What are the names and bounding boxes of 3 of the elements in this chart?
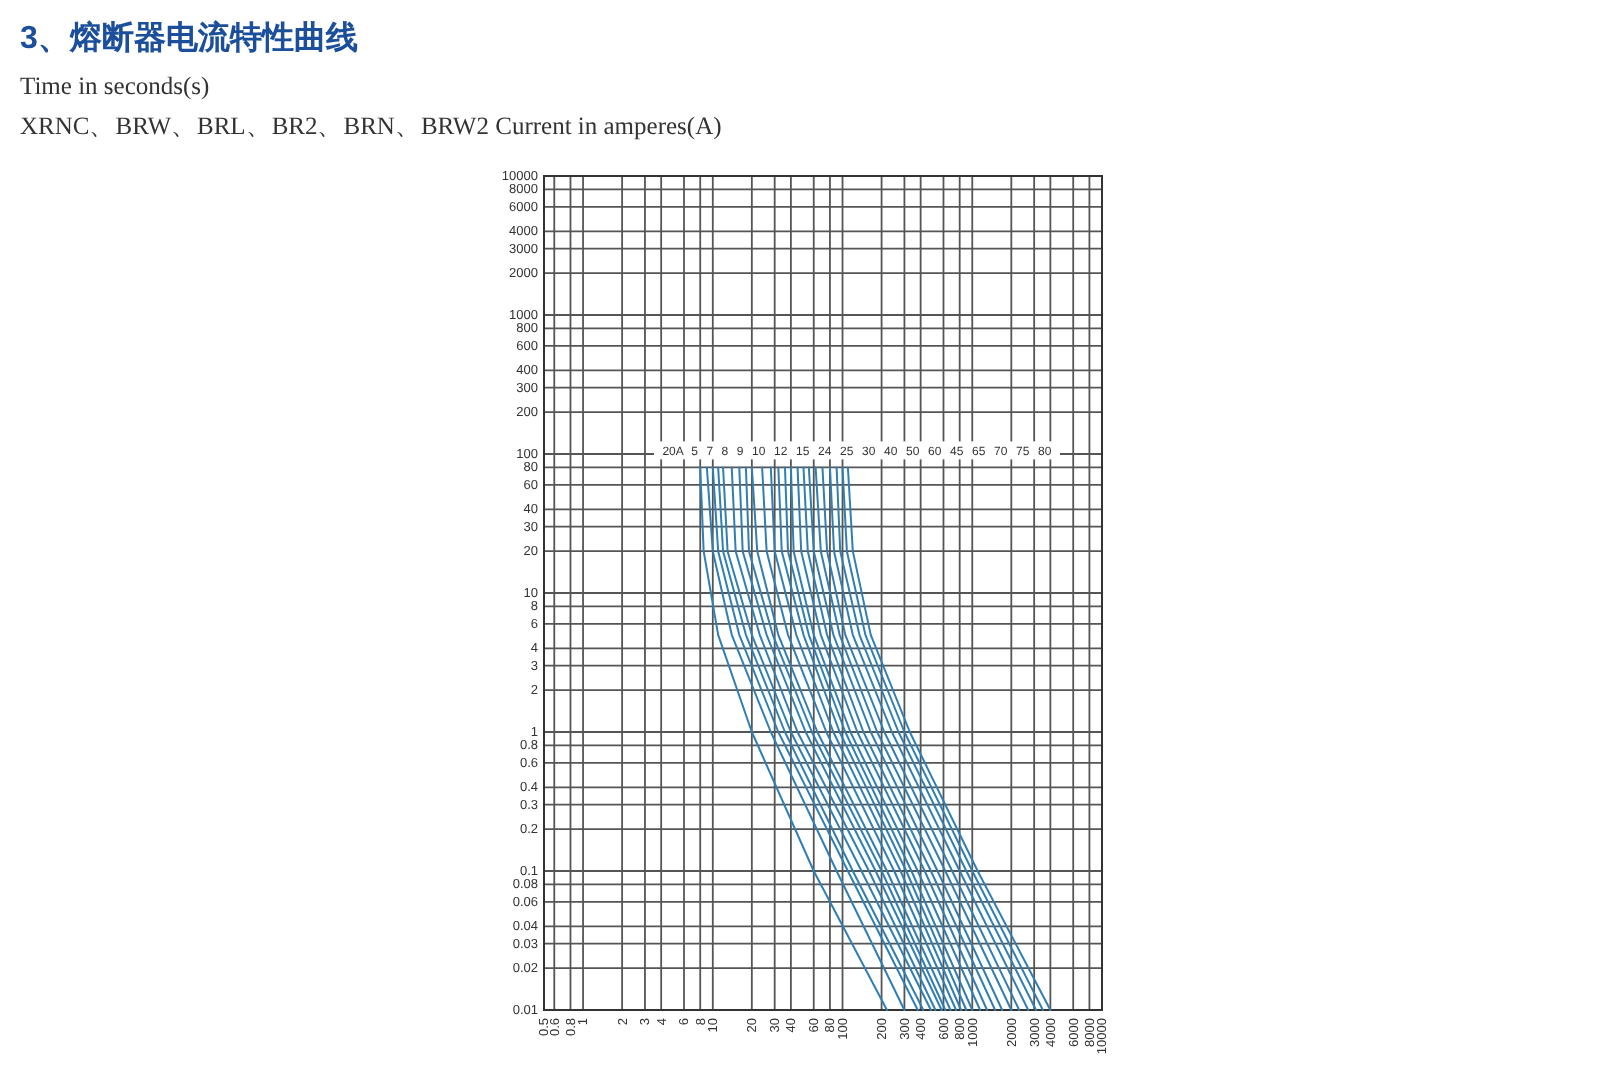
- text: Time in seconds(s): [20, 72, 210, 100]
- text: 3、熔断器电流特性曲线: [20, 18, 358, 56]
- x-axis-title: XRNC、BRW、BRL、BR2、BRN、BRW2 Current in amperes(A): [20, 112, 722, 140]
